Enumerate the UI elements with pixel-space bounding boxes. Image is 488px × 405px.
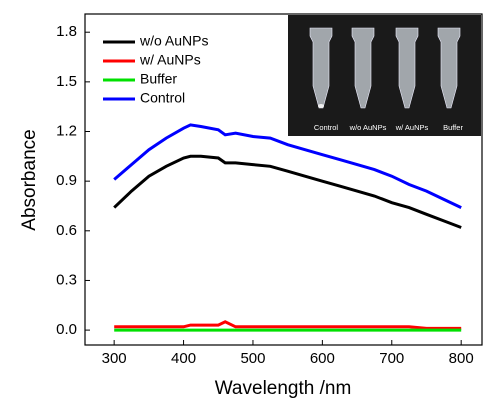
legend-label: Buffer [140,71,177,87]
tube [437,27,461,109]
series-line [114,320,462,330]
inset-label: Control [314,123,339,132]
y-tick-label: 1.5 [56,73,77,90]
legend-label: w/o AuNPs [139,33,208,49]
y-tick-label: 0.0 [56,321,77,338]
series-line [113,154,462,229]
x-tick-label: 600 [310,350,335,367]
x-tick-label: 400 [171,350,196,367]
x-tick-label: 500 [240,350,265,367]
x-tick-label: 300 [102,350,127,367]
x-tick-label: 800 [449,350,474,367]
x-tick-label: 700 [379,350,404,367]
y-tick-label: 0.3 [56,271,77,288]
inset-photo [288,15,481,136]
plot-frame [84,13,483,346]
y-axis-label: Absorbance [19,129,40,230]
series-line [113,123,462,209]
y-tick-label: 0.6 [56,222,77,239]
y-tick-label: 1.2 [56,122,77,139]
inset-label: w/o AuNPs [349,123,387,132]
y-tick-label: 1.8 [56,23,77,40]
inset-label: w/ AuNPs [395,123,429,132]
tube [351,27,375,109]
y-tick-label: 0.9 [56,172,77,189]
inset-label: Buffer [443,123,463,132]
tube [309,27,333,109]
tube [395,27,419,109]
x-axis-label: Wavelength /nm [215,378,352,399]
legend-label: w/ AuNPs [139,52,201,68]
legend-label: Control [140,90,185,106]
pellet [318,104,324,108]
